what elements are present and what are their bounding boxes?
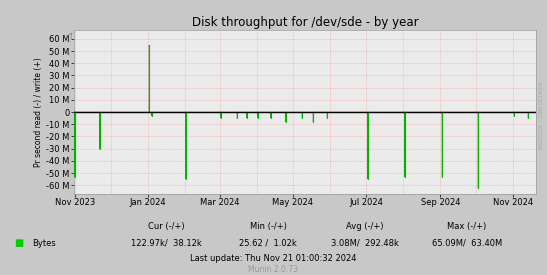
Text: ■: ■ [14,238,23,248]
Text: Munin 2.0.73: Munin 2.0.73 [248,265,299,274]
Text: 25.62 /  1.02k: 25.62 / 1.02k [239,239,297,248]
Title: Disk throughput for /dev/sde - by year: Disk throughput for /dev/sde - by year [191,16,418,29]
Text: RRDTOOL / TOBI OETIKER: RRDTOOL / TOBI OETIKER [538,82,543,149]
Text: Max (-/+): Max (-/+) [447,222,486,231]
Text: 3.08M/  292.48k: 3.08M/ 292.48k [331,239,399,248]
Text: Bytes: Bytes [32,239,55,248]
Text: Avg (-/+): Avg (-/+) [346,222,384,231]
Text: Cur (-/+): Cur (-/+) [148,222,184,231]
Text: Last update: Thu Nov 21 01:00:32 2024: Last update: Thu Nov 21 01:00:32 2024 [190,254,357,263]
Text: 65.09M/  63.40M: 65.09M/ 63.40M [432,239,502,248]
Text: 122.97k/  38.12k: 122.97k/ 38.12k [131,239,202,248]
Y-axis label: Pr second read (-) / write (+): Pr second read (-) / write (+) [34,57,43,167]
Text: Min (-/+): Min (-/+) [249,222,287,231]
